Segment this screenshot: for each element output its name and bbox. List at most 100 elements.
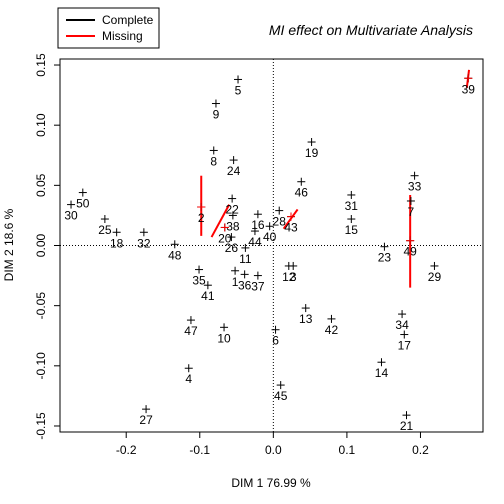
point-47 (186, 316, 195, 325)
y-tick-label: 0.00 (34, 233, 48, 257)
point-label-31: 31 (345, 199, 359, 213)
point-label-12: 12 (282, 270, 296, 284)
point-37 (253, 271, 262, 280)
point-33 (410, 171, 419, 180)
x-tick-label: -0.1 (189, 443, 210, 457)
point-4 (184, 364, 193, 373)
point-label-23: 23 (378, 251, 392, 265)
point-label-25: 25 (98, 223, 112, 237)
point-labels-layer: 1234567891011121314151617181920212223242… (64, 82, 475, 433)
point-label-50: 50 (76, 197, 90, 211)
point-label-44: 44 (248, 235, 262, 249)
legend-complete-label: Complete (102, 13, 154, 27)
point-label-15: 15 (345, 223, 359, 237)
point-7 (406, 196, 415, 205)
point-label-16: 16 (251, 218, 265, 232)
point-label-19: 19 (305, 146, 319, 160)
point-29 (430, 261, 439, 270)
point-label-30: 30 (64, 209, 78, 223)
x-axis-title: DIM 1 76.99 % (231, 476, 311, 490)
point-39 (464, 74, 473, 83)
point-label-45: 45 (274, 389, 288, 403)
point-label-6: 6 (272, 334, 279, 348)
missing-spread-20 (210, 204, 231, 238)
point-50 (78, 188, 87, 197)
point-40 (265, 222, 274, 231)
point-2 (197, 202, 206, 211)
point-label-8: 8 (210, 154, 217, 168)
point-8 (209, 146, 218, 155)
point-label-48: 48 (168, 248, 182, 262)
point-19 (307, 138, 316, 147)
point-38 (228, 211, 237, 220)
x-tick-label: -0.2 (116, 443, 137, 457)
point-label-14: 14 (375, 366, 389, 380)
point-label-43: 43 (284, 221, 298, 235)
point-44 (250, 227, 259, 236)
point-label-41: 41 (201, 289, 215, 303)
point-30 (67, 200, 76, 209)
x-tick-label: 0.1 (339, 443, 356, 457)
point-label-2: 2 (198, 211, 205, 225)
point-label-24: 24 (227, 164, 241, 178)
point-42 (327, 314, 336, 323)
point-26 (227, 233, 236, 242)
point-label-39: 39 (462, 82, 476, 96)
point-18 (112, 228, 121, 237)
point-34 (398, 310, 407, 319)
point-46 (297, 177, 306, 186)
point-label-20: 20 (218, 231, 232, 245)
point-label-11: 11 (239, 252, 252, 266)
point-5 (234, 75, 243, 84)
point-label-10: 10 (217, 331, 231, 345)
point-label-34: 34 (395, 318, 409, 332)
y-axis-title: DIM 2 18.6 % (2, 208, 16, 281)
point-28 (275, 206, 284, 215)
chart-title: MI effect on Multivariate Analysis (269, 22, 473, 38)
y-tick-label: 0.10 (34, 113, 48, 137)
point-label-35: 35 (192, 274, 206, 288)
point-12 (284, 261, 293, 270)
x-tick-label: 0.0 (265, 443, 282, 457)
point-label-18: 18 (110, 236, 124, 250)
y-tick-label: 0.05 (34, 173, 48, 197)
point-1 (231, 266, 240, 275)
legend-box (57, 7, 160, 49)
point-17 (400, 330, 409, 339)
point-9 (211, 99, 220, 108)
point-32 (139, 228, 148, 237)
point-label-33: 33 (408, 180, 422, 194)
point-48 (170, 240, 179, 249)
point-label-17: 17 (398, 339, 412, 353)
point-25 (100, 215, 109, 224)
point-label-38: 38 (226, 219, 240, 233)
y-tick-label: -0.10 (34, 352, 48, 380)
point-label-5: 5 (235, 83, 242, 97)
x-axis: -0.2 -0.1 0.0 0.1 0.2 (116, 432, 429, 457)
point-16 (253, 210, 262, 219)
point-49 (406, 236, 415, 245)
point-22 (228, 194, 237, 203)
point-label-47: 47 (184, 324, 198, 338)
point-label-42: 42 (325, 323, 339, 337)
point-label-1: 1 (232, 275, 239, 289)
y-axis: -0.15 -0.10 -0.05 0.00 0.05 0.10 0.15 (34, 53, 60, 440)
legend: Complete Missing (57, 7, 160, 49)
point-45 (276, 381, 285, 390)
point-label-4: 4 (185, 372, 192, 386)
point-27 (142, 405, 151, 414)
points-layer (67, 74, 473, 420)
reference-lines (60, 59, 483, 432)
y-tick-label: -0.05 (34, 292, 48, 320)
point-6 (271, 325, 280, 334)
point-label-9: 9 (213, 108, 220, 122)
x-tick-label: 0.2 (412, 443, 429, 457)
y-tick-label: 0.15 (34, 53, 48, 77)
point-label-28: 28 (273, 215, 287, 229)
point-label-49: 49 (403, 245, 417, 259)
point-13 (301, 304, 310, 313)
point-20 (220, 223, 229, 232)
point-11 (241, 243, 250, 252)
point-label-27: 27 (139, 413, 153, 427)
